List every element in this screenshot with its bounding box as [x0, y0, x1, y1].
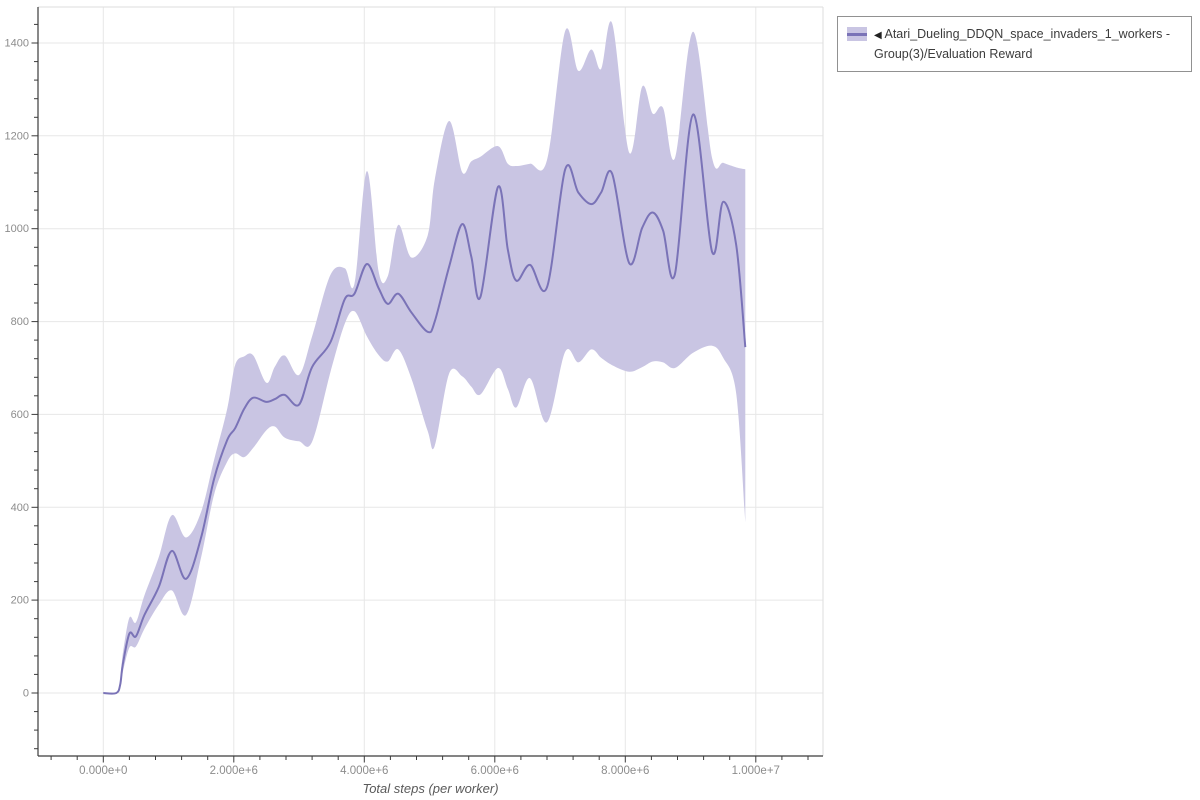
y-tick-label: 600 [11, 409, 29, 421]
series-swatch-icon [847, 27, 867, 41]
series-name: Atari_Dueling_DDQN_space_invaders_1_work… [874, 27, 1171, 61]
axes [37, 7, 823, 757]
tick-marks [31, 23, 809, 763]
y-tick-label: 0 [23, 688, 29, 700]
mean-line [103, 113, 747, 695]
series-swatch-line-icon [847, 32, 867, 36]
x-tick-label: 1.000e+7 [732, 765, 780, 777]
y-tick-labels: 0 200 400 600 800 1000 1200 1400 [5, 38, 29, 700]
x-tick-label: 8.000e+6 [601, 765, 649, 777]
plot-border [38, 6, 824, 756]
y-tick-label: 800 [11, 316, 29, 328]
x-tick-label: 2.000e+6 [210, 765, 258, 777]
y-tick-label: 400 [11, 502, 29, 514]
confidence-band [103, 21, 746, 694]
x-axis-title: Total steps (per worker) [362, 781, 499, 796]
x-tick-label: 4.000e+6 [340, 765, 388, 777]
y-tick-label: 1400 [5, 38, 29, 50]
legend-box[interactable]: ◀ Atari_Dueling_DDQN_space_invaders_1_wo… [837, 16, 1192, 72]
x-tick-label: 0.000e+0 [79, 765, 127, 777]
y-tick-label: 1000 [5, 223, 29, 235]
legend-entry[interactable]: ◀ Atari_Dueling_DDQN_space_invaders_1_wo… [874, 25, 1182, 63]
x-tick-label: 6.000e+6 [471, 765, 519, 777]
collapse-legend-icon[interactable]: ◀ [874, 30, 882, 41]
x-tick-labels: 0.000e+0 2.000e+6 4.000e+6 6.000e+6 8.000e+6… [79, 765, 780, 777]
y-tick-label: 200 [11, 595, 29, 607]
y-tick-label: 1200 [5, 130, 29, 142]
